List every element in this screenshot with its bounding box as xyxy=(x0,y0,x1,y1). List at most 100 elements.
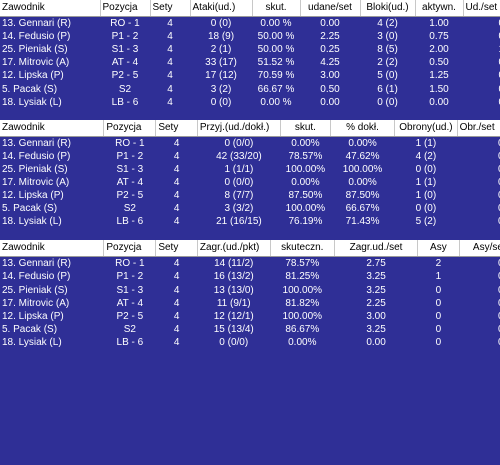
column-header-player[interactable]: Zawodnik xyxy=(0,240,105,258)
column-header-aces[interactable]: Asy xyxy=(417,240,460,258)
player-name-cell: 5. Pacak (S) xyxy=(2,323,58,335)
table-cell: 78.57% xyxy=(285,258,320,270)
column-header-player[interactable]: Zawodnik xyxy=(0,0,101,17)
table-row[interactable]: 18. Lysiak (L) LB - 6 4 0 (0/0) 0.00% 0.00 0 0.… xyxy=(0,336,500,349)
table-row[interactable]: 5. Pacak (S) S2 4 15 (13/4) 86.67% 3.25 0 0.00 xyxy=(0,323,500,336)
column-header-player[interactable]: Zawodnik xyxy=(0,119,105,137)
table-row[interactable]: 12. Lipska (P) P2 - 5 4 8 (7/7) 87.50% 87.50%… xyxy=(0,189,500,202)
table-row[interactable]: 5. Pacak (S) S2 4 3 (2) 66.67 % 0.50 6 (1) 1.50… xyxy=(0,82,500,95)
column-header-digs[interactable]: Obrony(ud.) xyxy=(394,119,458,137)
table-cell: 1 (1) xyxy=(415,137,437,149)
table-cell: 100.00% xyxy=(282,284,323,296)
column-header-efficiency[interactable]: skuteczn. xyxy=(270,240,336,258)
table-cell: 0.50 xyxy=(459,257,500,271)
player-name-cell: 14. Fedusio (P) xyxy=(2,31,71,43)
table-cell: 0.00 xyxy=(463,69,500,82)
table-cell: 0.75 xyxy=(429,31,449,43)
table-cell: 4 xyxy=(173,271,180,283)
column-header-sets[interactable]: Sety xyxy=(155,240,198,258)
table-cell: 3.00 xyxy=(366,310,386,322)
player-name-cell: 17. Mitrovic (A) xyxy=(2,57,70,69)
table-cell: 0.00 xyxy=(463,96,500,109)
table-cell: 0.00 % xyxy=(260,18,292,30)
table-row[interactable]: 18. Lysiak (L) LB - 6 4 0 (0) 0.00 % 0.00 0 (0… xyxy=(0,96,500,109)
table-cell: 0.00 xyxy=(459,310,500,323)
column-header-serves[interactable]: Zagr.(ud./pkt) xyxy=(197,240,271,258)
column-header-efficiency[interactable]: skut. xyxy=(252,0,301,17)
table-cell: 4 xyxy=(167,44,173,56)
table-cell: 76.19% xyxy=(288,216,323,228)
column-header-receptions[interactable]: Przyj.(ud./dokł.) xyxy=(197,119,281,137)
table-cell: S1 - 3 xyxy=(116,163,144,175)
column-header-sets[interactable]: Sety xyxy=(155,119,198,137)
table-cell: 3.00 xyxy=(320,70,340,82)
table-cell: P2 - 5 xyxy=(116,190,144,202)
column-header-efficiency[interactable]: skut. xyxy=(280,119,331,137)
table-cell: P1 - 2 xyxy=(116,271,144,283)
player-name-cell: 17. Mitrovic (A) xyxy=(2,297,70,309)
table-cell: 15 (13/4) xyxy=(213,323,254,335)
table-header-row: Zawodnik Pozycja Sety Ataki(ud.) skut. u… xyxy=(0,0,500,17)
table-row[interactable]: 17. Mitrovic (A) AT - 4 4 11 (9/1) 81.82% 2.2… xyxy=(0,297,500,310)
table-cell: 1 (1) xyxy=(415,176,437,188)
table-cell: LB - 6 xyxy=(116,216,144,228)
table-cell: 0.00 xyxy=(457,189,500,202)
table-row[interactable]: 14. Fedusio (P) P1 - 2 4 42 (33/20) 78.57% 47… xyxy=(0,150,500,163)
table-cell: 4 xyxy=(173,297,180,309)
table-row[interactable]: 13. Gennari (R) RO - 1 4 0 (0/0) 0.00% 0.00% 1… xyxy=(0,136,500,150)
table-row[interactable]: 25. Pieniak (S) S1 - 3 4 2 (1) 50.00 % 0.25 8 … xyxy=(0,43,500,56)
table-cell: 0.50 xyxy=(463,17,500,31)
table-cell: 0.50 xyxy=(457,215,500,228)
table-cell: 0.00 % xyxy=(260,96,292,108)
table-cell: 0 (0) xyxy=(415,163,437,175)
table-cell: 0 xyxy=(435,310,442,322)
table-row[interactable]: 5. Pacak (S) S2 4 3 (3/2) 100.00% 66.67% 0 (0)… xyxy=(0,202,500,215)
table-row[interactable]: 14. Fedusio (P) P1 - 2 4 16 (13/2) 81.25% 3.2… xyxy=(0,270,500,283)
column-header-accuracy[interactable]: % dokł. xyxy=(330,119,396,137)
serve-section: Zawodnik Pozycja Sety Zagr.(ud./pkt) sku… xyxy=(0,240,500,349)
table-cell: 4 xyxy=(173,336,180,348)
table-row[interactable]: 12. Lipska (P) P2 - 5 4 17 (12) 70.59 % 3.00 5… xyxy=(0,69,500,82)
table-row[interactable]: 14. Fedusio (P) P1 - 2 4 18 (9) 50.00 % 2.25 3… xyxy=(0,30,500,43)
table-cell: 8 (7/7) xyxy=(224,190,254,202)
table-row[interactable]: 13. Gennari (R) RO - 1 4 0 (0) 0.00 % 0.00 4 (… xyxy=(0,17,500,31)
table-cell: 4 xyxy=(167,31,173,43)
column-header-blocks-per-set[interactable]: Ud./set xyxy=(463,0,500,17)
table-row[interactable]: 25. Pieniak (S) S1 - 3 4 1 (1/1) 100.00% 100.… xyxy=(0,163,500,176)
column-header-position[interactable]: Pozycja xyxy=(100,0,151,17)
table-cell: 5 (2) xyxy=(415,216,437,228)
table-cell: 0.50 xyxy=(320,83,340,95)
column-header-serves-per-set[interactable]: Zagr.ud./set xyxy=(334,240,419,258)
table-row[interactable]: 25. Pieniak (S) S1 - 3 4 13 (13/0) 100.00% 3.… xyxy=(0,284,500,297)
column-header-blocks[interactable]: Bloki(ud.) xyxy=(360,0,416,17)
table-row[interactable]: 12. Lipska (P) P2 - 5 4 12 (12/1) 100.00% 3.0… xyxy=(0,310,500,323)
table-cell: LB - 6 xyxy=(116,336,144,348)
table-cell: 42 (33/20) xyxy=(216,150,262,162)
column-header-aces-per-set[interactable]: Asy/set xyxy=(459,240,500,258)
table-cell: 47.62% xyxy=(345,150,380,162)
column-header-sets[interactable]: Sety xyxy=(150,0,191,17)
table-cell: 0.00% xyxy=(288,336,317,348)
column-header-attacks[interactable]: Ataki(ud.) xyxy=(190,0,253,17)
table-row[interactable]: 17. Mitrovic (A) AT - 4 4 33 (17) 51.52 % 4.2… xyxy=(0,56,500,69)
table-cell: 71.43% xyxy=(345,216,380,228)
column-header-successful-per-set[interactable]: udane/set xyxy=(300,0,361,17)
table-cell: RO - 1 xyxy=(115,258,145,270)
reception-defense-section: Zawodnik Pozycja Sety Przyj.(ud./dokł.) … xyxy=(0,119,500,229)
table-cell: 87.50% xyxy=(345,190,380,202)
table-cell: P2 - 5 xyxy=(116,310,144,322)
column-header-activity[interactable]: aktywn. xyxy=(415,0,464,17)
table-row[interactable]: 17. Mitrovic (A) AT - 4 4 0 (0/0) 0.00% 0.00%… xyxy=(0,176,500,189)
table-row[interactable]: 18. Lysiak (L) LB - 6 4 21 (16/15) 76.19% 71.… xyxy=(0,215,500,228)
table-cell: 4 xyxy=(167,57,173,69)
column-header-digs-per-set[interactable]: Obr./set xyxy=(457,119,500,137)
column-header-position[interactable]: Pozycja xyxy=(103,240,157,258)
column-header-position[interactable]: Pozycja xyxy=(103,119,157,137)
table-cell: 50.00 % xyxy=(257,31,295,43)
table-cell: 1.25 xyxy=(463,43,500,56)
table-cell: 4 xyxy=(173,258,180,270)
table-row[interactable]: 13. Gennari (R) RO - 1 4 14 (11/2) 78.57% 2.7… xyxy=(0,257,500,271)
table-cell: 5 (0) xyxy=(377,70,398,82)
table-cell: S2 xyxy=(118,83,132,95)
table-cell: 1 (0) xyxy=(415,190,437,202)
